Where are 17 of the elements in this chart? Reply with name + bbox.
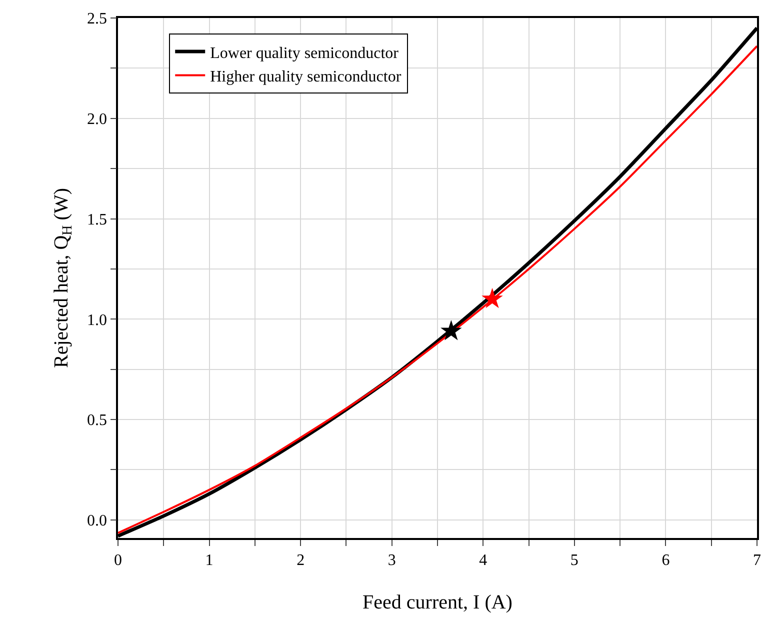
- x-tick-label: 5: [570, 552, 578, 569]
- y-tick-label: 1.0: [87, 312, 108, 329]
- x-axis-title: Feed current, I (A): [362, 592, 512, 614]
- y-tick-label: 1.5: [87, 211, 108, 228]
- legend-label: Higher quality semiconductor: [210, 68, 402, 86]
- x-tick-label: 1: [205, 552, 214, 569]
- text: 0.0: [87, 512, 108, 530]
- x-tick-label: 6: [662, 552, 670, 569]
- x-tick-label: 2: [296, 552, 305, 569]
- y-tick-label: 2.0: [87, 110, 108, 128]
- x-tick-label: 3: [388, 552, 396, 569]
- legend-label: Lower quality semiconductor: [210, 44, 400, 62]
- x-tick-label: 4: [479, 552, 488, 569]
- x-tick-label: 7: [753, 552, 761, 569]
- y-tick-label: 2.5: [87, 10, 108, 28]
- x-tick-label: 0: [114, 552, 122, 569]
- y-tick-label: 0.5: [87, 412, 108, 430]
